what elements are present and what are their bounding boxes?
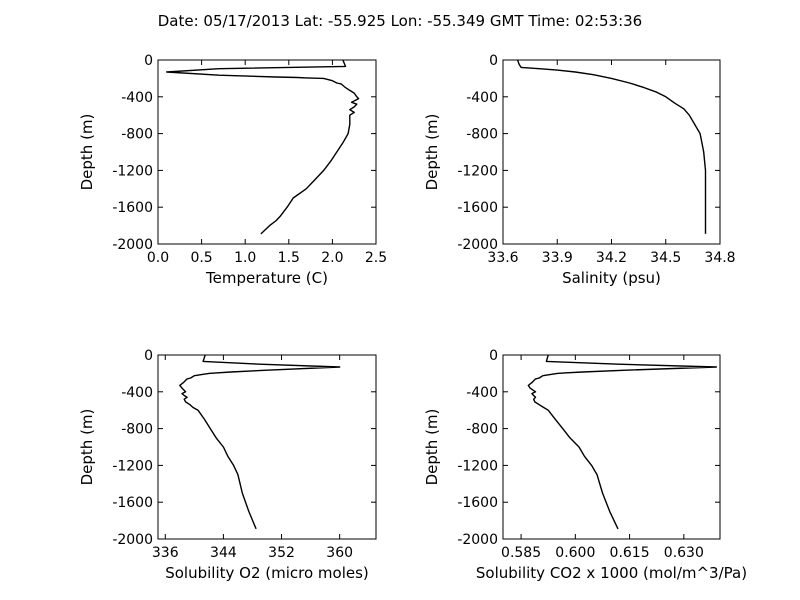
x-axis-label: Salinity (psu) — [562, 269, 661, 287]
x-axis-label: Solubility CO2 x 1000 (mol/m^3/Pa) — [476, 564, 747, 582]
x-tick-label: 33.6 — [487, 250, 518, 266]
y-axis-label: Depth (m) — [423, 114, 441, 191]
x-tick-label: 0.630 — [664, 545, 704, 561]
y-tick-label: -1200 — [112, 163, 153, 179]
x-tick-label: 0.600 — [555, 545, 595, 561]
plot-frame — [157, 354, 377, 540]
y-tick-label: -1600 — [112, 200, 153, 216]
y-tick-label: -800 — [466, 422, 498, 438]
x-tick-label: 0.615 — [610, 545, 650, 561]
y-tick-label: -1200 — [457, 163, 498, 179]
x-axis-label: Solubility O2 (micro moles) — [165, 564, 369, 582]
y-tick-label: -1200 — [457, 458, 498, 474]
y-tick-label: -800 — [121, 127, 153, 143]
profile-line — [179, 354, 341, 530]
y-tick-label: -2000 — [112, 237, 153, 253]
x-tick-label: 1.5 — [278, 250, 300, 266]
x-tick-label: 34.5 — [650, 250, 681, 266]
x-tick-label: 360 — [326, 545, 353, 561]
y-axis-label: Depth (m) — [78, 114, 96, 191]
y-tick-label: -400 — [121, 90, 153, 106]
y-tick-label: -800 — [121, 422, 153, 438]
x-tick-label: 336 — [152, 545, 179, 561]
y-tick-label: -2000 — [457, 237, 498, 253]
plot-frame — [502, 354, 721, 540]
x-tick-label: 34.2 — [596, 250, 627, 266]
y-tick-label: 0 — [489, 348, 498, 364]
x-tick-label: 0.0 — [147, 250, 169, 266]
y-tick-label: -1600 — [457, 200, 498, 216]
x-tick-label: 352 — [268, 545, 295, 561]
x-tick-label: 2.5 — [365, 250, 387, 266]
x-tick-label: 33.9 — [542, 250, 573, 266]
y-tick-label: -2000 — [112, 532, 153, 548]
y-tick-label: -2000 — [457, 532, 498, 548]
profile-line — [516, 59, 707, 234]
y-tick-label: -400 — [121, 385, 153, 401]
profile-line — [165, 59, 360, 235]
x-tick-label: 2.0 — [321, 250, 343, 266]
x-tick-label: 344 — [210, 545, 237, 561]
y-axis-label: Depth (m) — [423, 409, 441, 486]
x-tick-label: 1.0 — [234, 250, 256, 266]
y-tick-label: -400 — [466, 385, 498, 401]
y-tick-label: -1200 — [112, 458, 153, 474]
y-tick-label: 0 — [144, 348, 153, 364]
plot-frame — [157, 59, 377, 245]
y-tick-label: -1600 — [457, 495, 498, 511]
y-axis-label: Depth (m) — [78, 409, 96, 486]
y-tick-label: -1600 — [112, 495, 153, 511]
x-tick-label: 34.8 — [704, 250, 735, 266]
plot-frame — [502, 59, 721, 245]
x-axis-label: Temperature (C) — [205, 269, 328, 287]
x-tick-label: 0.585 — [501, 545, 541, 561]
y-tick-label: 0 — [144, 53, 153, 69]
y-tick-label: -800 — [466, 127, 498, 143]
y-tick-label: 0 — [489, 53, 498, 69]
profile-line — [527, 354, 718, 530]
figure-title: Date: 05/17/2013 Lat: -55.925 Lon: -55.3… — [158, 12, 642, 30]
y-tick-label: -400 — [466, 90, 498, 106]
x-tick-label: 0.5 — [190, 250, 212, 266]
